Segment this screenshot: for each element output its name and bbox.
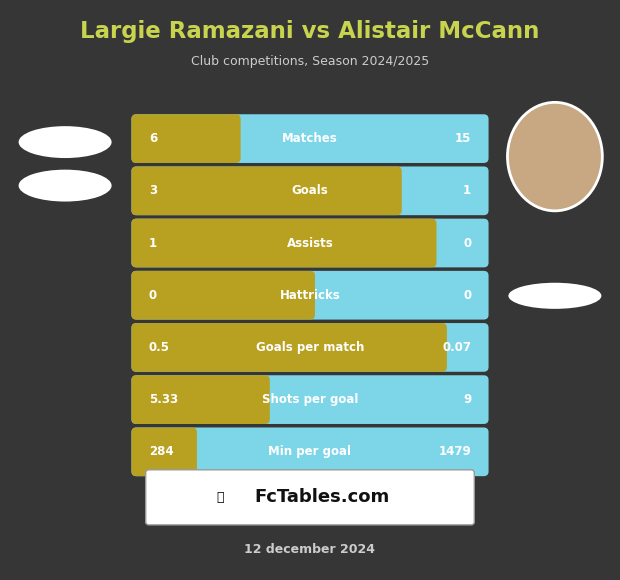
FancyBboxPatch shape bbox=[131, 375, 270, 424]
Text: 1: 1 bbox=[463, 184, 471, 197]
Text: Assists: Assists bbox=[286, 237, 334, 249]
Text: 1479: 1479 bbox=[438, 445, 471, 458]
Text: Largie Ramazani vs Alistair McCann: Largie Ramazani vs Alistair McCann bbox=[81, 20, 539, 44]
Text: Min per goal: Min per goal bbox=[268, 445, 352, 458]
Text: 12 december 2024: 12 december 2024 bbox=[244, 543, 376, 556]
FancyBboxPatch shape bbox=[131, 427, 489, 476]
Ellipse shape bbox=[19, 169, 112, 201]
Text: FcTables.com: FcTables.com bbox=[255, 488, 390, 506]
Text: 3: 3 bbox=[149, 184, 157, 197]
Text: 9: 9 bbox=[463, 393, 471, 406]
Bar bbox=[384, 171, 397, 211]
Text: Goals per match: Goals per match bbox=[256, 341, 364, 354]
FancyBboxPatch shape bbox=[131, 166, 402, 215]
Text: Hattricks: Hattricks bbox=[280, 289, 340, 302]
Ellipse shape bbox=[507, 102, 602, 211]
FancyBboxPatch shape bbox=[131, 166, 489, 215]
FancyBboxPatch shape bbox=[131, 375, 489, 424]
Bar bbox=[298, 276, 310, 315]
Text: 1: 1 bbox=[149, 237, 157, 249]
Text: 5.33: 5.33 bbox=[149, 393, 178, 406]
Text: 284: 284 bbox=[149, 445, 174, 458]
Text: Goals: Goals bbox=[291, 184, 329, 197]
FancyBboxPatch shape bbox=[131, 271, 315, 320]
Bar bbox=[430, 328, 442, 367]
Text: 0: 0 bbox=[463, 237, 471, 249]
Ellipse shape bbox=[508, 283, 601, 309]
Ellipse shape bbox=[19, 126, 112, 158]
FancyBboxPatch shape bbox=[131, 114, 241, 163]
Text: Club competitions, Season 2024/2025: Club competitions, Season 2024/2025 bbox=[191, 55, 429, 68]
FancyBboxPatch shape bbox=[131, 323, 489, 372]
Text: 0.5: 0.5 bbox=[149, 341, 170, 354]
Text: Shots per goal: Shots per goal bbox=[262, 393, 358, 406]
FancyBboxPatch shape bbox=[146, 470, 474, 525]
FancyBboxPatch shape bbox=[131, 114, 489, 163]
Text: 📊: 📊 bbox=[216, 491, 224, 504]
Text: Matches: Matches bbox=[282, 132, 338, 145]
Text: 6: 6 bbox=[149, 132, 157, 145]
FancyBboxPatch shape bbox=[131, 323, 447, 372]
FancyBboxPatch shape bbox=[131, 427, 197, 476]
Bar bbox=[223, 119, 236, 158]
FancyBboxPatch shape bbox=[131, 219, 436, 267]
FancyBboxPatch shape bbox=[131, 219, 489, 267]
Text: 0: 0 bbox=[463, 289, 471, 302]
Text: 15: 15 bbox=[455, 132, 471, 145]
Bar bbox=[419, 223, 432, 263]
Bar bbox=[180, 432, 192, 472]
Text: 0.07: 0.07 bbox=[442, 341, 471, 354]
Bar bbox=[252, 380, 265, 419]
Text: 0: 0 bbox=[149, 289, 157, 302]
FancyBboxPatch shape bbox=[131, 271, 489, 320]
